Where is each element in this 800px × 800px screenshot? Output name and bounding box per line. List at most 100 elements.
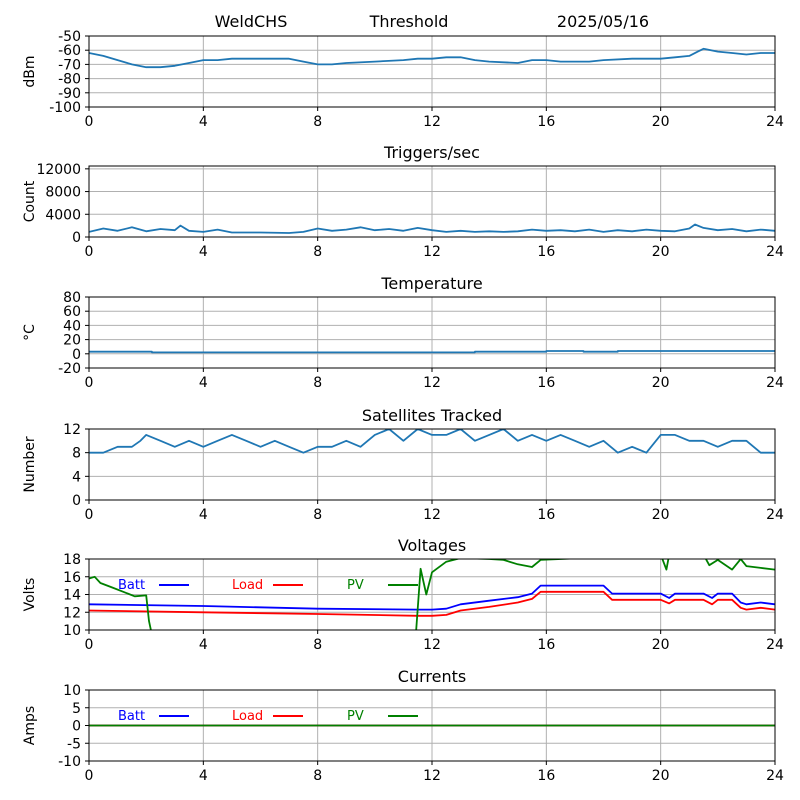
- x-tick-label: 16: [537, 768, 555, 784]
- x-tick-label: 12: [423, 375, 441, 391]
- x-tick-label: 20: [652, 244, 670, 260]
- header-mode: Threshold: [369, 12, 449, 31]
- y-tick-label: 12: [63, 422, 81, 438]
- x-tick-label: 4: [199, 768, 208, 784]
- legend-label-load: Load: [232, 709, 263, 724]
- series-line: [89, 47, 775, 69]
- x-tick-label: 4: [199, 375, 208, 391]
- x-tick-label: 16: [537, 244, 555, 260]
- x-tick-label: 20: [652, 768, 670, 784]
- chart-title: Currents: [398, 667, 466, 686]
- x-tick-label: 12: [423, 114, 441, 130]
- y-tick-label: -20: [58, 361, 81, 377]
- header-date: 2025/05/16: [557, 12, 649, 31]
- x-tick-label: 24: [766, 114, 784, 130]
- x-tick-label: 4: [199, 637, 208, 653]
- y-tick-label: -90: [58, 86, 81, 102]
- panel-triggers: 0 4 8 12 16 20 24 0 4000 8000 12000 Triggers/sec Cou…: [22, 143, 784, 260]
- panel-satellites: 0 4 8 12 16 20 24 0 4 8 12 Satellites Tracked Number: [22, 406, 784, 523]
- panel-power: 0 4 8 12 16 20 24 -100-90-80-70-60-50 dBm: [22, 29, 784, 130]
- y-tick-label: 10: [63, 623, 81, 639]
- series-line-batt: [89, 584, 775, 611]
- y-axis-label: Volts: [22, 578, 38, 612]
- x-tick-label: 4: [199, 507, 208, 523]
- y-tick-label: 12000: [36, 162, 81, 178]
- legend-label-load: Load: [232, 578, 263, 593]
- x-tick-label: 0: [85, 244, 94, 260]
- x-tick-label: 0: [85, 375, 94, 391]
- y-tick-label: 5: [72, 701, 81, 717]
- x-tick-label: 20: [652, 637, 670, 653]
- y-axis-label: Amps: [22, 706, 38, 745]
- x-tick-label: 16: [537, 507, 555, 523]
- x-tick-label: 0: [85, 507, 94, 523]
- x-tick-label: 8: [313, 507, 322, 523]
- chart-title: Voltages: [398, 536, 466, 555]
- y-tick-label: -70: [58, 57, 81, 73]
- y-tick-label: 20: [63, 333, 81, 349]
- x-tick-label: 16: [537, 637, 555, 653]
- x-tick-label: 24: [766, 768, 784, 784]
- x-tick-label: 0: [85, 114, 94, 130]
- x-tick-label: 8: [313, 114, 322, 130]
- y-tick-label: 0: [72, 493, 81, 509]
- x-tick-label: 20: [652, 375, 670, 391]
- x-tick-label: 8: [313, 375, 322, 391]
- y-tick-label: -5: [67, 736, 81, 752]
- panel-currents: 0 4 8 12 16 20 24 -10 -50 5 10 Currents Amps Batt Load…: [22, 667, 784, 784]
- header-station: WeldCHS: [215, 12, 288, 31]
- y-tick-label: -80: [58, 72, 81, 88]
- x-tick-label: 16: [537, 375, 555, 391]
- y-axis-label: °C: [22, 324, 38, 341]
- x-tick-label: 24: [766, 507, 784, 523]
- series-line: [89, 350, 775, 354]
- y-tick-label: 40: [63, 318, 81, 334]
- legend-label-batt: Batt: [118, 578, 145, 593]
- y-axis-label: Number: [22, 436, 38, 492]
- y-tick-label: 0: [72, 719, 81, 735]
- x-tick-label: 8: [313, 637, 322, 653]
- y-tick-label: 12: [63, 605, 81, 621]
- y-axis-label: Count: [22, 180, 38, 222]
- x-tick-label: 8: [313, 768, 322, 784]
- y-tick-label: 16: [63, 570, 81, 586]
- x-tick-label: 12: [423, 768, 441, 784]
- x-tick-label: 20: [652, 114, 670, 130]
- chart-title: Triggers/sec: [383, 143, 480, 162]
- x-tick-label: 24: [766, 244, 784, 260]
- y-tick-label: 14: [63, 588, 81, 604]
- x-tick-label: 4: [199, 114, 208, 130]
- x-tick-label: 12: [423, 507, 441, 523]
- x-tick-label: 24: [766, 375, 784, 391]
- legend-label-pv: PV: [347, 709, 364, 724]
- y-tick-label: -50: [58, 29, 81, 45]
- y-tick-label: 18: [63, 552, 81, 568]
- series-line: [89, 223, 775, 234]
- y-tick-label: -60: [58, 43, 81, 59]
- series-line-load: [89, 590, 775, 617]
- y-tick-label: 10: [63, 683, 81, 699]
- y-tick-label: 8000: [45, 185, 81, 201]
- y-tick-label: 0: [72, 347, 81, 363]
- y-tick-label: -100: [49, 100, 81, 116]
- x-tick-label: 16: [537, 114, 555, 130]
- chart-title: Satellites Tracked: [362, 406, 502, 425]
- x-tick-label: 0: [85, 768, 94, 784]
- chart-title: Temperature: [380, 274, 482, 293]
- y-tick-label: 0: [72, 230, 81, 246]
- x-tick-label: 0: [85, 637, 94, 653]
- legend-label-batt: Batt: [118, 709, 145, 724]
- x-tick-label: 24: [766, 637, 784, 653]
- y-tick-label: 60: [63, 304, 81, 320]
- y-tick-label: 4: [72, 469, 81, 485]
- series-line: [89, 429, 775, 454]
- legend-label-pv: PV: [347, 578, 364, 593]
- y-axis-label: dBm: [22, 55, 38, 87]
- y-tick-label: 80: [63, 290, 81, 306]
- x-tick-label: 20: [652, 507, 670, 523]
- x-tick-label: 12: [423, 244, 441, 260]
- x-tick-label: 8: [313, 244, 322, 260]
